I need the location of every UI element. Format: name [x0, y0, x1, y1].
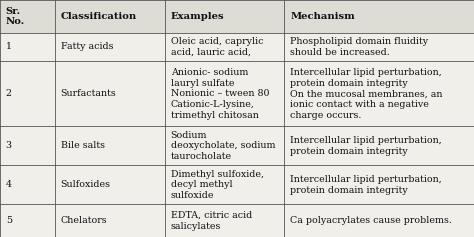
Text: Mechanism: Mechanism: [290, 12, 355, 21]
Text: Dimethyl sulfoxide,
decyl methyl
sulfoxide: Dimethyl sulfoxide, decyl methyl sulfoxi…: [171, 170, 264, 200]
Bar: [0, 0, 474, 32]
Text: Anionic- sodium
lauryl sulfate
Nonionic – tween 80
Cationic-L-lysine,
trimethyl : Anionic- sodium lauryl sulfate Nonionic …: [171, 68, 269, 120]
Text: 5: 5: [6, 216, 12, 225]
Text: Sodium
deoxycholate, sodium
taurocholate: Sodium deoxycholate, sodium taurocholate: [171, 131, 275, 161]
Text: Intercellular lipid perturbation,
protein domain integrity: Intercellular lipid perturbation, protei…: [290, 136, 442, 156]
Text: Classification: Classification: [61, 12, 137, 21]
Text: Examples: Examples: [171, 12, 224, 21]
Text: Surfactants: Surfactants: [61, 89, 117, 98]
Text: Intercellular lipid perturbation,
protein domain integrity: Intercellular lipid perturbation, protei…: [290, 175, 442, 195]
Text: Sr.
No.: Sr. No.: [6, 7, 25, 26]
Text: Fatty acids: Fatty acids: [61, 42, 113, 51]
Text: EDTA, citric acid
salicylates: EDTA, citric acid salicylates: [171, 211, 252, 231]
Text: 4: 4: [6, 180, 12, 189]
Text: Oleic acid, caprylic
acid, lauric acid,: Oleic acid, caprylic acid, lauric acid,: [171, 37, 263, 57]
Text: 1: 1: [6, 42, 12, 51]
Text: Phospholipid domain fluidity
should be increased.: Phospholipid domain fluidity should be i…: [290, 37, 428, 57]
Text: Sulfoxides: Sulfoxides: [61, 180, 110, 189]
Text: Chelators: Chelators: [61, 216, 107, 225]
Text: Intercellular lipid perturbation,
protein domain integrity
On the mucosal membra: Intercellular lipid perturbation, protei…: [290, 68, 443, 120]
Text: Bile salts: Bile salts: [61, 141, 105, 150]
Text: Ca polyacrylates cause problems.: Ca polyacrylates cause problems.: [290, 216, 452, 225]
Text: 2: 2: [6, 89, 12, 98]
Text: 3: 3: [6, 141, 12, 150]
